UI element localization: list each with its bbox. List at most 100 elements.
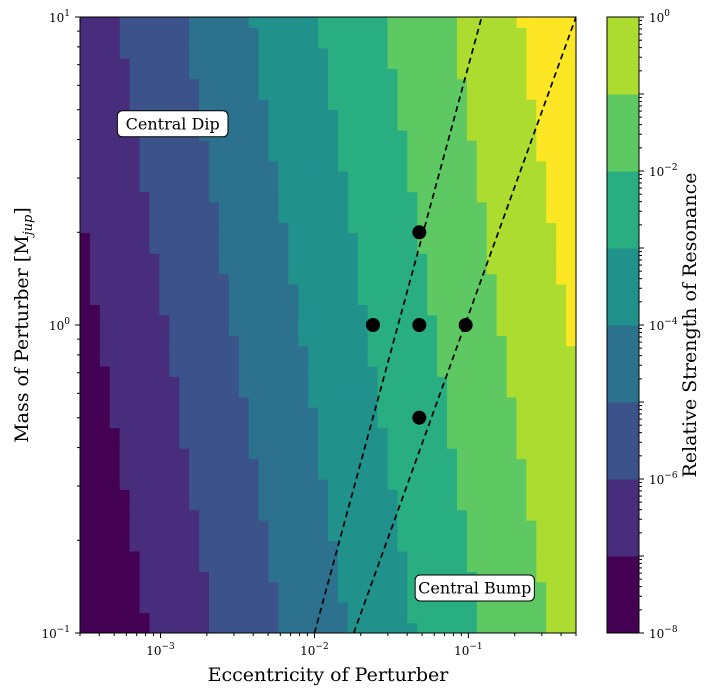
heatmap-cell (546, 561, 557, 572)
heatmap-cell (258, 88, 270, 100)
heatmap-cell (328, 253, 339, 264)
heatmap-cell (208, 581, 220, 593)
heatmap-cell (80, 325, 91, 336)
heatmap-cell (516, 437, 527, 449)
heatmap-cell (99, 140, 111, 152)
heatmap-cell (437, 242, 448, 254)
heatmap-cell (486, 540, 498, 552)
heatmap-cell (536, 68, 547, 80)
heatmap-cell (496, 283, 508, 295)
heatmap-cell (437, 479, 448, 490)
heatmap-cell (387, 489, 399, 501)
heatmap-cell (377, 129, 389, 141)
heatmap-cell (466, 407, 478, 418)
heatmap-cell (526, 540, 537, 552)
heatmap-cell (516, 232, 527, 244)
heatmap-cell (387, 376, 399, 388)
heatmap-cell (109, 345, 121, 357)
heatmap-cell (466, 17, 478, 28)
heatmap-cell (377, 171, 389, 182)
heatmap-cell (328, 99, 339, 110)
heatmap-cell (228, 17, 240, 28)
heatmap-cell (278, 109, 289, 121)
heatmap-cell (486, 222, 498, 234)
heatmap-cell (288, 140, 299, 152)
heatmap-cell (417, 540, 428, 552)
heatmap-cell (397, 520, 408, 531)
heatmap-cell (337, 212, 349, 223)
heatmap-cell (169, 335, 180, 347)
heatmap-cell (199, 581, 210, 593)
heatmap-cell (89, 366, 101, 377)
heatmap-cell (407, 242, 418, 254)
heatmap-cell (496, 109, 508, 121)
heatmap-cell (238, 602, 250, 614)
heatmap-cell (189, 499, 200, 511)
heatmap-cell (328, 571, 339, 583)
heatmap-cell (536, 99, 547, 110)
heatmap-cell (476, 479, 488, 490)
heatmap-cell (347, 47, 359, 59)
heatmap-cell (536, 222, 547, 234)
heatmap-cell (159, 355, 170, 367)
heatmap-cell (437, 273, 448, 285)
heatmap-cell (437, 561, 448, 572)
heatmap-cell (427, 263, 438, 275)
heatmap-cell (427, 119, 438, 131)
heatmap-cell (387, 222, 399, 234)
heatmap-cell (357, 530, 369, 542)
heatmap-cell (218, 550, 230, 562)
heatmap-cell (169, 427, 180, 439)
heatmap-cell (456, 448, 468, 460)
heatmap-cell (437, 283, 448, 295)
heatmap-cell (228, 591, 240, 603)
heatmap-cell (466, 78, 478, 90)
heatmap-cell (407, 304, 418, 316)
heatmap-cell (169, 345, 180, 357)
heatmap-cell (258, 68, 270, 80)
heatmap-cell (546, 386, 557, 398)
heatmap-cell (238, 612, 250, 624)
heatmap-cell (308, 325, 319, 336)
heatmap-cell (556, 119, 567, 131)
heatmap-cell (139, 160, 151, 172)
heatmap-cell (208, 591, 220, 603)
heatmap-cell (159, 314, 170, 326)
heatmap-cell (99, 68, 111, 80)
heatmap-cell (298, 499, 309, 511)
heatmap-cell (357, 150, 369, 162)
heatmap-cell (318, 27, 329, 39)
heatmap-cell (437, 499, 448, 511)
heatmap-cell (387, 622, 399, 633)
heatmap-cell (496, 602, 508, 614)
heatmap-cell (556, 160, 567, 172)
heatmap-cell (536, 345, 547, 357)
heatmap-cell (308, 181, 319, 193)
heatmap-cell (506, 119, 518, 131)
heatmap-cell (447, 417, 458, 429)
heatmap-cell (526, 263, 537, 275)
heatmap-cell (288, 78, 299, 90)
heatmap-cell (566, 355, 576, 367)
heatmap-cell (179, 242, 190, 254)
heatmap-cell (546, 242, 557, 254)
heatmap-cell (218, 171, 230, 182)
heatmap-cell (447, 448, 458, 460)
heatmap-cell (536, 499, 547, 511)
heatmap-cell (466, 386, 478, 398)
heatmap-cell (496, 325, 508, 336)
heatmap-cell (377, 489, 389, 501)
heatmap-cell (248, 201, 260, 213)
heatmap-cell (278, 222, 289, 234)
heatmap-cell (189, 99, 200, 110)
heatmap-cell (397, 253, 408, 264)
heatmap-cell (99, 591, 111, 603)
heatmap-cell (546, 37, 557, 49)
heatmap-cell (99, 386, 111, 398)
heatmap-cell (367, 376, 379, 388)
heatmap-cell (139, 181, 151, 193)
heatmap-cell (288, 602, 299, 614)
heatmap-cell (308, 140, 319, 152)
heatmap-cell (218, 304, 230, 316)
heatmap-cell (89, 191, 101, 203)
